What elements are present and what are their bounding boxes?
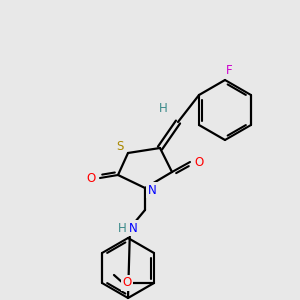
Text: H: H xyxy=(118,221,126,235)
Text: O: O xyxy=(122,277,132,290)
Text: F: F xyxy=(226,64,232,76)
Text: O: O xyxy=(86,172,96,184)
Text: O: O xyxy=(194,155,204,169)
Text: H: H xyxy=(159,101,167,115)
Text: N: N xyxy=(148,184,156,196)
Text: N: N xyxy=(129,221,137,235)
Text: S: S xyxy=(116,140,124,154)
